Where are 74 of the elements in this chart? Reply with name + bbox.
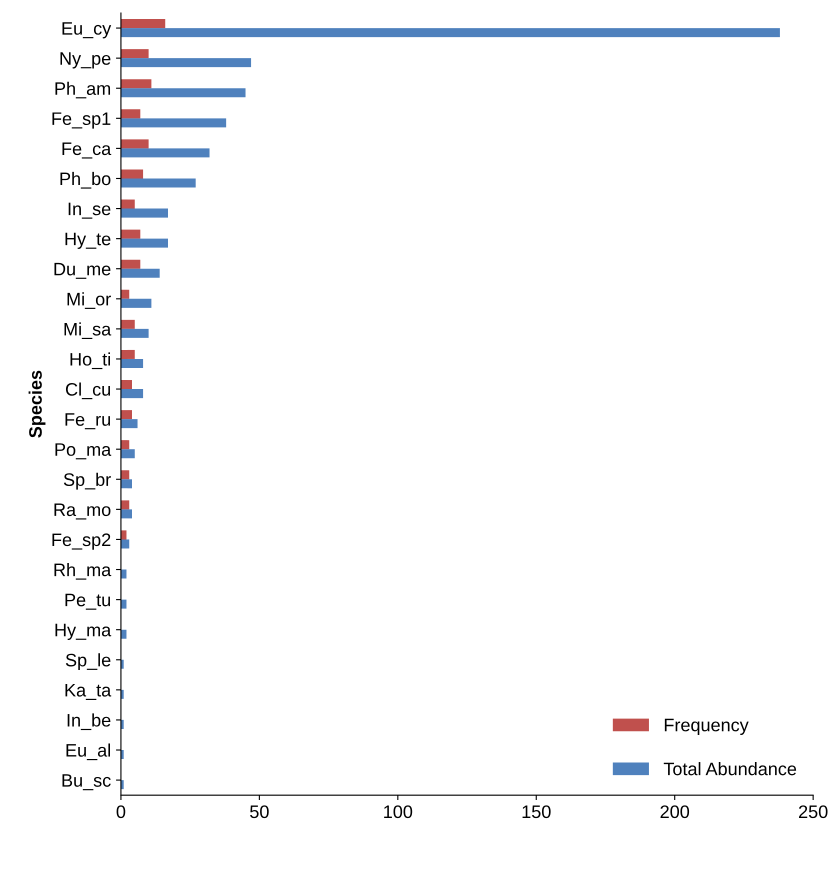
y-tick-label: Sp_br <box>64 472 111 490</box>
bar <box>120 358 144 368</box>
bar <box>120 320 135 329</box>
y-tick-label: Eu_al <box>66 743 110 760</box>
y-tick-label: Ho_ti <box>70 352 110 370</box>
bar <box>120 230 140 239</box>
y-tick-label: Du_me <box>54 262 110 279</box>
y-tick-label: Ph_am <box>55 82 110 98</box>
bar <box>120 479 132 488</box>
bar <box>120 118 226 128</box>
y-tick-label: Ka_ta <box>66 684 112 700</box>
bar <box>120 268 160 278</box>
bar <box>120 298 152 308</box>
bar <box>120 169 144 178</box>
bar <box>120 410 132 420</box>
bar <box>120 539 130 548</box>
x-tick-label: 200 <box>660 805 690 818</box>
bar <box>120 109 140 118</box>
bar <box>120 500 130 510</box>
y-tick-label: Fe_ru <box>66 413 110 430</box>
y-tick-label: Ny_pe <box>60 52 110 68</box>
bar <box>120 58 252 68</box>
y-tick-label: Eu_cy <box>62 22 112 38</box>
y-tick-label: Ph_bo <box>60 172 110 189</box>
bar <box>120 238 168 248</box>
y-tick-label: Mi_or <box>68 292 111 309</box>
bar <box>120 290 130 299</box>
y-tick-label: Pe_tu <box>66 594 110 610</box>
bar <box>120 470 130 480</box>
y-axis-title: Species <box>28 370 46 438</box>
y-tick-label: In_be <box>68 713 110 730</box>
bar <box>120 139 149 148</box>
x-tick-label: 100 <box>384 805 412 818</box>
bar <box>120 530 126 540</box>
y-tick-label: Ra_mo <box>54 503 110 520</box>
bar <box>120 380 132 390</box>
bar <box>120 600 126 609</box>
y-tick-label: Rh_ma <box>54 562 112 580</box>
bar <box>120 49 149 58</box>
bar <box>120 178 196 188</box>
bar <box>120 630 126 639</box>
bar <box>120 208 168 218</box>
bar <box>120 200 135 209</box>
bar <box>120 389 144 398</box>
y-tick-label: Sp_le <box>66 653 110 670</box>
legend-label: Frequency <box>664 718 749 735</box>
bar <box>120 79 152 88</box>
bar <box>120 440 130 450</box>
y-tick-label: Mi_sa <box>64 322 112 340</box>
bar <box>120 148 210 158</box>
y-tick-label: Fe_sp1 <box>52 112 110 129</box>
y-tick-label: Fe_sp2 <box>52 533 110 550</box>
bar <box>120 328 149 338</box>
bar <box>120 260 140 269</box>
y-tick-label: Bu_sc <box>62 774 111 790</box>
legend-label: Total Abundance <box>664 762 796 776</box>
bar <box>120 88 246 98</box>
x-tick-label: 250 <box>798 805 828 818</box>
bar <box>120 449 135 458</box>
bar <box>120 570 126 579</box>
bar <box>120 419 138 428</box>
y-tick-label: Fe_ca <box>62 142 112 159</box>
y-tick-label: In_se <box>68 202 110 219</box>
bar <box>120 28 780 38</box>
x-tick-label: 50 <box>250 805 269 818</box>
x-tick-label: 0 <box>116 805 126 818</box>
y-tick-label: Po_ma <box>55 443 112 460</box>
bar <box>120 19 166 28</box>
y-tick-label: Hy_te <box>66 232 110 249</box>
y-tick-label: Hy_ma <box>56 624 112 640</box>
y-tick-label: Cl_cu <box>66 382 110 400</box>
bar <box>120 509 132 518</box>
bar <box>120 350 135 359</box>
x-tick-label: 150 <box>522 805 551 818</box>
